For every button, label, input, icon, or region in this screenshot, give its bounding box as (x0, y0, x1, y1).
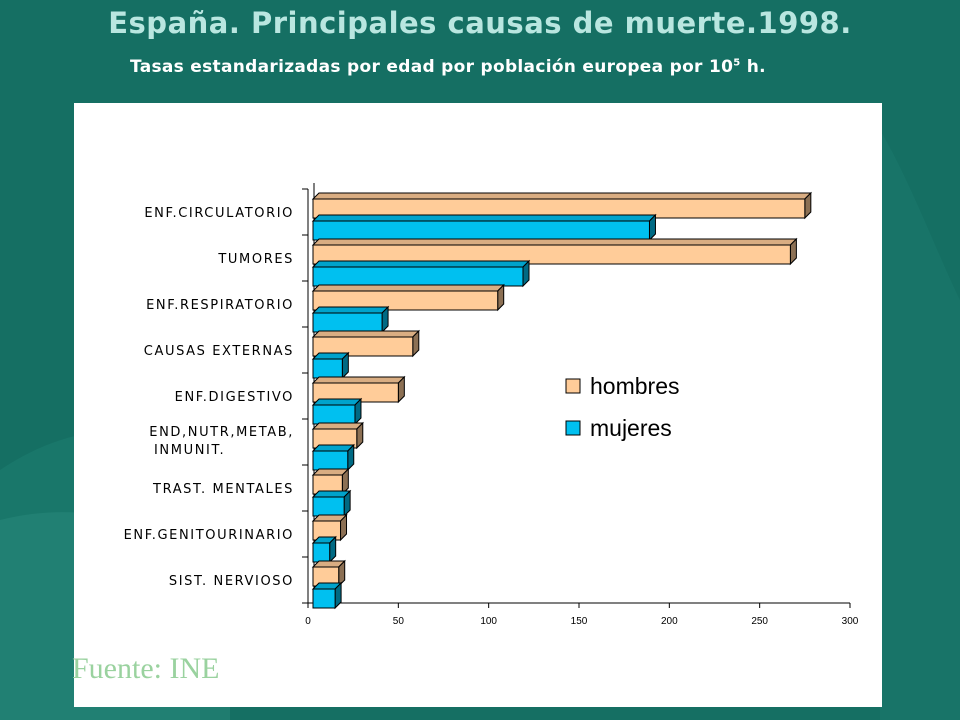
bar-mujeres-top (311, 398, 363, 406)
x-tick-label: 100 (480, 616, 497, 627)
category-label: ENF.CIRCULATORIO (144, 206, 294, 221)
source-note: Fuente: INE (72, 652, 220, 685)
bar-mujeres (312, 588, 336, 609)
bar-hombres (312, 290, 499, 311)
bar-hombres (312, 336, 414, 357)
bar-mujeres (312, 404, 356, 425)
bar-mujeres (312, 312, 383, 333)
category-label: ENF.RESPIRATORIO (146, 298, 294, 313)
bar-mujeres-top (311, 214, 657, 222)
category-label: END,NUTR,METAB, (149, 425, 294, 440)
bar-mujeres (312, 496, 345, 517)
category-label: CAUSAS EXTERNAS (144, 344, 294, 359)
x-tick-label: 0 (305, 616, 311, 627)
x-tick-label: 150 (571, 616, 588, 627)
category-label: ENF.DIGESTIVO (175, 390, 294, 405)
bar-mujeres-top (311, 444, 355, 452)
bar-hombres (312, 244, 791, 265)
legend-swatch-hombres (565, 378, 581, 394)
x-tick-label: 300 (842, 616, 859, 627)
bar-mujeres (312, 266, 524, 287)
category-label: SIST. NERVIOSO (169, 574, 294, 589)
bar-hombres-top (311, 330, 420, 338)
bar-hombres-top (311, 376, 406, 384)
category-label: TRAST. MENTALES (152, 482, 294, 497)
x-tick-label: 50 (393, 616, 405, 627)
subtitle-exponent: 5 (733, 57, 741, 69)
category-label: INMUNIT. (154, 443, 225, 458)
subtitle-text: Tasas estandarizadas por edad por poblac… (130, 57, 734, 77)
bar-mujeres (312, 542, 331, 563)
subtitle-end: h. (740, 57, 766, 77)
legend-label-hombres: hombres (590, 373, 679, 399)
x-tick-label: 200 (661, 616, 678, 627)
bar-mujeres-top (311, 306, 390, 314)
x-tick-label: 250 (751, 616, 768, 627)
legend-label-mujeres: mujeres (590, 415, 672, 441)
bar-mujeres-top (311, 260, 531, 268)
category-label: ENF.GENITOURINARIO (124, 528, 294, 543)
bar-mujeres (312, 450, 349, 471)
bar-hombres-top (311, 192, 813, 200)
bar-mujeres (312, 220, 650, 241)
bar-mujeres (312, 358, 343, 379)
chart-panel: ENF.CIRCULATORIO TUMORES ENF.RESPIRATORIO C… (74, 103, 882, 707)
category-label: TUMORES (217, 252, 294, 267)
bar-hombres-top (311, 238, 798, 246)
slide-subtitle: Tasas estandarizadas por edad por poblac… (130, 57, 766, 77)
bar-hombres-top (311, 284, 505, 292)
legend-swatch-mujeres (565, 420, 581, 436)
bar-hombres-top (311, 422, 364, 430)
slide-title: España. Principales causas de muerte.199… (108, 6, 852, 40)
bar-chart: ENF.CIRCULATORIO TUMORES ENF.RESPIRATORIO C… (124, 183, 859, 627)
